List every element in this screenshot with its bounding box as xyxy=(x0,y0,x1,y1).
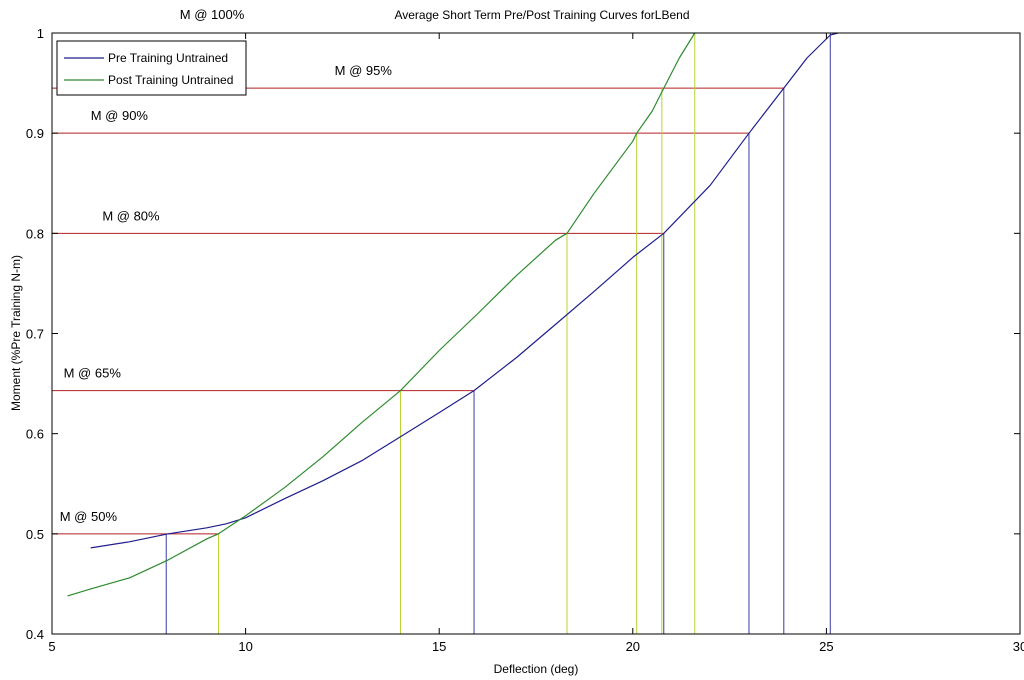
legend: Pre Training Untrained Post Training Unt… xyxy=(56,40,247,96)
reference-label: M @ 100% xyxy=(180,7,245,22)
y-tick-label: 0.8 xyxy=(26,226,44,241)
legend-label-post-training: Post Training Untrained xyxy=(108,73,233,87)
reference-label: M @ 80% xyxy=(102,208,160,223)
x-tick-label: 20 xyxy=(626,639,640,654)
reference-lines: M @ 100% M @ 95% M @ 90% M @ 80% M @ 65% M @ … xyxy=(52,7,839,535)
x-tick-label: 30 xyxy=(1013,639,1024,654)
x-tick-label: 15 xyxy=(432,639,446,654)
y-tick-label: 1 xyxy=(37,26,44,41)
y-tick-label: 0.9 xyxy=(26,126,44,141)
reference-label: M @ 95% xyxy=(335,63,393,78)
y-tick-label: 0.7 xyxy=(26,327,44,342)
x-tick-label: 5 xyxy=(48,639,55,654)
reference-label: M @ 50% xyxy=(60,509,118,524)
series-line-post-training xyxy=(67,32,696,597)
y-axis-label: Moment (%Pre Training N-m) xyxy=(9,255,23,411)
y-tick-label: 0.5 xyxy=(26,527,44,542)
legend-box xyxy=(56,40,247,96)
series-line-pre-training xyxy=(90,32,839,549)
y-tick-label: 0.4 xyxy=(26,627,44,642)
x-tick-label: 10 xyxy=(238,639,252,654)
legend-label-pre-training: Pre Training Untrained xyxy=(108,51,228,65)
series-lines xyxy=(67,32,839,597)
drop-lines xyxy=(165,33,831,634)
y-tick-label: 0.6 xyxy=(26,427,44,442)
x-tick-label: 25 xyxy=(819,639,833,654)
axis-ticks: 5 10 15 20 25 30 0.4 0.5 0.6 0.7 0.8 0.9 1 xyxy=(26,26,1024,654)
x-axis-label: Deflection (deg) xyxy=(494,662,579,676)
chart-title: Average Short Term Pre/Post Training Cur… xyxy=(394,8,689,22)
reference-label: M @ 90% xyxy=(91,108,149,123)
reference-label: M @ 65% xyxy=(64,366,122,381)
